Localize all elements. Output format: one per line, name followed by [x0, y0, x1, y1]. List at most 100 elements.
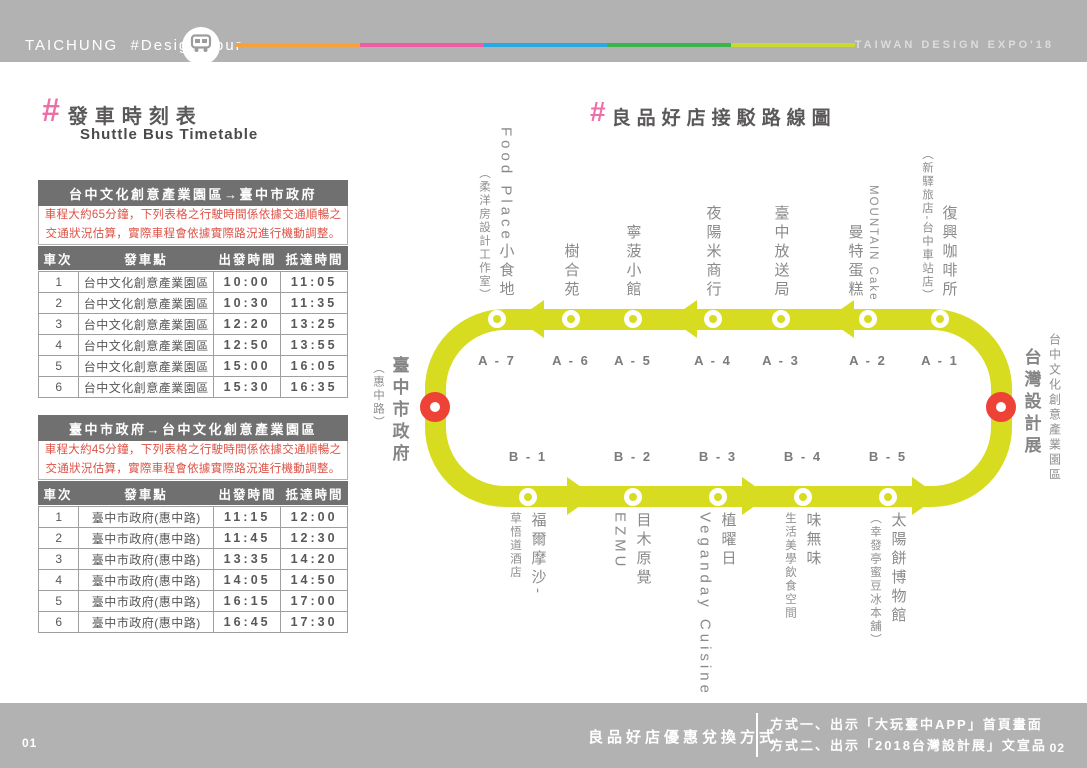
cell-arrival-time: 14:50: [281, 570, 349, 590]
direction-arrow-icon: [567, 477, 594, 515]
table-row: 5 台中文化創意產業園區 15:00 16:05: [38, 356, 349, 377]
cell-departure-time: 15:30: [214, 377, 282, 397]
cell-departure-point: 臺中市政府(惠中路): [79, 528, 215, 548]
route-map-title-text: 良品好店接駁路線圖: [611, 108, 837, 129]
cell-trip-number: 6: [38, 377, 80, 397]
terminal-right-label: 台灣設計展: [1021, 348, 1041, 458]
direction-arrow-icon: [742, 477, 769, 515]
stop-code: A - 2: [849, 353, 887, 368]
stop-marker: [624, 310, 642, 328]
cell-departure-point: 臺中市政府(惠中路): [79, 507, 215, 527]
stop-sub-label: （柔洋房設計工作室）: [478, 167, 490, 302]
cell-trip-number: 3: [38, 314, 80, 334]
stop-marker: [772, 310, 790, 328]
table-row: 5 臺中市政府(惠中路) 16:15 17:00: [38, 591, 349, 612]
bus-badge: [182, 27, 220, 65]
table-column-header: 抵達時間: [285, 487, 344, 502]
cell-departure-time: 11:45: [214, 528, 282, 548]
table-column-header: 發車點: [124, 252, 168, 267]
stop-marker: [704, 310, 722, 328]
cell-departure-point: 台中文化創意產業園區: [79, 314, 215, 334]
cell-trip-number: 2: [38, 293, 80, 313]
cell-trip-number: 1: [38, 507, 80, 527]
table-note-line: 車程大約65分鐘，下列表格之行駛時間係依據交通順暢之: [44, 209, 342, 221]
table-body: 1 臺中市政府(惠中路) 11:15 12:00 2 臺中市政府(惠中路) 11:45 12:…: [38, 506, 349, 633]
table-row: 4 臺中市政府(惠中路) 14:05 14:50: [38, 570, 349, 591]
cell-arrival-time: 16:35: [281, 377, 349, 397]
expo-text: TAIWAN DESIGN EXPO'18: [854, 39, 1054, 51]
cell-arrival-time: 13:55: [281, 335, 349, 355]
cell-arrival-time: 11:05: [281, 272, 349, 292]
cell-arrival-time: 14:20: [281, 549, 349, 569]
direction-arrow-icon: [912, 477, 939, 515]
stop-name-label: 樹合苑: [562, 243, 580, 300]
stop-name-label: 太陽餅博物館: [889, 512, 907, 626]
stop-code: A - 7: [478, 353, 516, 368]
rainbow-segment: [359, 43, 484, 47]
stop-code: B - 1: [508, 449, 548, 464]
footer-divider: [756, 713, 758, 757]
table-row: 1 台中文化創意產業園區 10:00 11:05: [38, 272, 349, 293]
cell-departure-point: 台中文化創意產業園區: [79, 335, 215, 355]
direction-arrow-icon: [517, 300, 544, 338]
cell-departure-point: 台中文化創意產業園區: [79, 356, 215, 376]
stop-sub-label: Veganday Cuisine: [696, 512, 714, 697]
table-column-header: 車次: [43, 252, 73, 267]
rainbow-segment: [483, 43, 608, 47]
table-column-header: 出發時間: [218, 487, 277, 502]
cell-departure-time: 16:15: [214, 591, 282, 611]
table-column-headers: 車次 發車點 出發時間 抵達時間: [38, 246, 348, 270]
page-number-right: 02: [1049, 741, 1065, 755]
stop-name-label: 臺中放送局: [772, 205, 790, 300]
cell-departure-point: 台中文化創意產業園區: [79, 272, 215, 292]
stop-code: A - 4: [694, 353, 732, 368]
table-title: 臺中市政府→台中文化創意產業園區: [38, 415, 348, 441]
cell-arrival-time: 16:05: [281, 356, 349, 376]
hash-icon: #: [42, 92, 60, 128]
cell-departure-point: 臺中市政府(惠中路): [79, 570, 215, 590]
table-row: 6 台中文化創意產業園區 15:30 16:35: [38, 377, 349, 398]
stop-code: B - 4: [783, 449, 823, 464]
stop-name-label: Food Place小食地: [497, 127, 515, 300]
stop-marker: [931, 310, 949, 328]
timetable-title-text: 發車時刻表: [67, 106, 203, 128]
cell-trip-number: 2: [38, 528, 80, 548]
table-note-line: 交通狀況估算，實際車程會依據實際路況進行機動調整。: [45, 463, 341, 475]
redeem-methods: 方式一、出示「大玩臺中APP」首頁畫面 方式二、出示「2018台灣設計展」文宣品: [770, 714, 1047, 756]
stop-code: A - 1: [921, 353, 959, 368]
timetable-table-outbound: 台中文化創意產業園區→臺中市政府車程大約65分鐘，下列表格之行駛時間係依據交通順…: [38, 180, 349, 398]
cell-departure-time: 13:35: [214, 549, 282, 569]
table-row: 6 臺中市政府(惠中路) 16:45 17:30: [38, 612, 349, 633]
timetable-title: # 發車時刻表: [42, 94, 203, 129]
stop-sub-label: 生活美學飲食空間: [784, 512, 796, 620]
cell-trip-number: 4: [38, 570, 80, 590]
stop-sub-label: （新驛旅店-台中車站店）: [921, 147, 933, 302]
stop-marker: [562, 310, 580, 328]
table-row: 3 臺中市政府(惠中路) 13:35 14:20: [38, 549, 349, 570]
hash-icon: #: [590, 96, 606, 127]
direction-arrow-icon: [670, 300, 697, 338]
stop-name-label: 植曜日: [719, 512, 737, 569]
stop-code: A - 3: [762, 353, 800, 368]
cell-trip-number: 4: [38, 335, 80, 355]
stop-name-label: 夜陽米商行: [704, 205, 722, 300]
direction-arrow-icon: [827, 300, 854, 338]
cell-departure-point: 臺中市政府(惠中路): [79, 612, 215, 632]
page-number-left: 01: [22, 736, 38, 750]
cell-arrival-time: 13:25: [281, 314, 349, 334]
table-column-header: 出發時間: [218, 252, 277, 267]
header-bar: TAICHUNG #Design Tour TAIWAN DESIGN EXPO…: [0, 0, 1087, 65]
cell-departure-point: 臺中市政府(惠中路): [79, 549, 215, 569]
stop-sub-label: （幸發亭蜜豆冰本舖）: [869, 512, 881, 647]
cell-departure-time: 12:50: [214, 335, 282, 355]
cell-trip-number: 6: [38, 612, 80, 632]
timetable-table-return: 臺中市政府→台中文化創意產業園區 車程大約45分鐘，下列表格之行駛時間係依據交通順…: [38, 415, 349, 633]
table-row: 2 臺中市政府(惠中路) 11:45 12:30: [38, 528, 349, 549]
rainbow-segment: [607, 43, 732, 47]
table-column-headers: 車次 發車點 出發時間 抵達時間: [38, 481, 348, 505]
table-title: 台中文化創意產業園區→臺中市政府: [38, 180, 348, 206]
cell-trip-number: 5: [38, 591, 80, 611]
cell-arrival-time: 17:30: [281, 612, 349, 632]
cell-arrival-time: 12:00: [281, 507, 349, 527]
stop-sub-label: EZMU: [611, 512, 629, 571]
